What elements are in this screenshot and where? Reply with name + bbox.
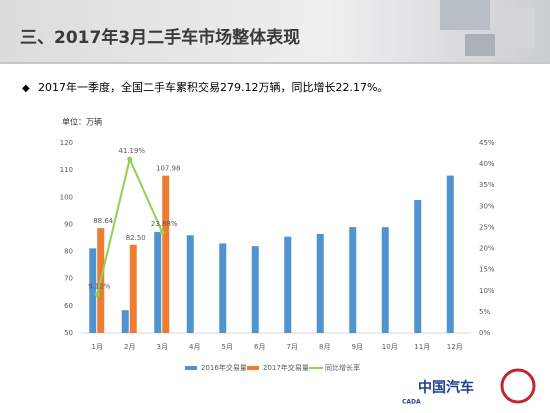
bar [284, 236, 292, 333]
y-tick-label: 120 [60, 139, 73, 147]
bar [349, 227, 357, 333]
header-cubes [440, 0, 535, 56]
y2-tick-label: 35% [479, 181, 495, 189]
footer-logo-sub: CADA [402, 399, 421, 406]
bar [316, 233, 324, 333]
bar [121, 310, 129, 333]
bar [162, 175, 170, 333]
bar [186, 235, 194, 333]
bar [381, 227, 389, 333]
line-marker [159, 229, 165, 235]
legend-label: 2017年交易量 [263, 363, 309, 372]
data-label: 9.12% [88, 282, 111, 290]
data-label: 41.19% [118, 147, 145, 155]
y2-tick-label: 5% [479, 308, 490, 316]
x-tick-label: 10月 [382, 343, 398, 351]
y2-tick-label: 30% [479, 202, 495, 210]
data-label: 88.64 [93, 217, 114, 225]
y2-tick-label: 15% [479, 266, 495, 274]
y-tick-label: 100 [60, 193, 73, 201]
bar [89, 248, 97, 333]
bar [154, 232, 162, 333]
bar [414, 200, 422, 333]
bar [129, 244, 137, 333]
x-tick-label: 6月 [254, 343, 265, 351]
legend-label: 同比增长率 [325, 363, 360, 372]
legend-swatch [185, 366, 197, 370]
x-tick-label: 8月 [319, 343, 330, 351]
footer-seal [500, 368, 536, 404]
y-tick-label: 60 [64, 302, 73, 310]
x-tick-label: 12月 [447, 343, 463, 351]
line-marker [94, 291, 100, 297]
y2-tick-label: 25% [479, 223, 495, 231]
bar [446, 175, 454, 333]
x-tick-label: 5月 [222, 343, 233, 351]
y2-tick-label: 0% [479, 329, 490, 337]
bar [219, 243, 227, 333]
x-tick-label: 7月 [287, 343, 298, 351]
y-tick-label: 90 [64, 220, 73, 228]
y2-tick-label: 45% [479, 139, 495, 147]
y-tick-label: 70 [64, 275, 73, 283]
y2-tick-label: 10% [479, 287, 495, 295]
x-tick-label: 11月 [414, 343, 430, 351]
x-tick-label: 4月 [189, 343, 200, 351]
y-tick-label: 50 [64, 329, 73, 337]
bar [251, 246, 259, 333]
data-label: 82.50 [126, 234, 146, 242]
y-axis-label: 单位：万辆 [62, 117, 102, 127]
x-tick-label: 1月 [92, 343, 103, 351]
legend-swatch [247, 366, 259, 370]
footer-logo: 中国汽车 [418, 379, 474, 396]
line-marker [127, 156, 133, 162]
bullet-marker: ◆ [22, 83, 30, 94]
x-tick-label: 3月 [157, 343, 168, 351]
y2-tick-label: 20% [479, 245, 495, 253]
y-tick-label: 110 [60, 166, 73, 174]
chart: 50 60 70 80 90 100 110 120 0% 5% 10% 15% 20% 25% 30% 35… [60, 139, 495, 372]
bullet-text: 2017年一季度，全国二手车累积交易279.12万辆，同比增长22.17%。 [38, 80, 388, 94]
y-tick-label: 80 [64, 248, 73, 256]
x-tick-label: 2月 [124, 343, 135, 351]
y2-tick-label: 40% [479, 160, 495, 168]
data-label: 107.98 [156, 165, 181, 173]
legend-label: 2016年交易量 [201, 363, 247, 372]
header-rule [0, 62, 550, 64]
slide-title: 三、2017年3月二手车市场整体表现 [20, 27, 300, 48]
x-tick-label: 9月 [352, 343, 363, 351]
data-label: 23.88% [151, 220, 178, 228]
